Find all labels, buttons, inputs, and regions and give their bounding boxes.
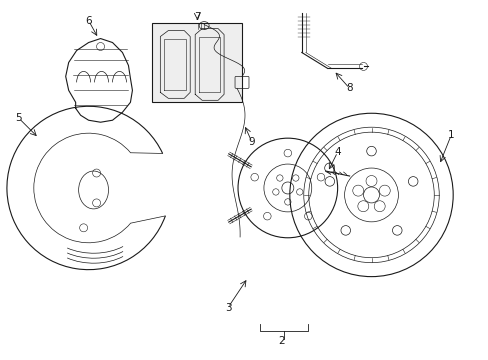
Text: 7: 7 <box>193 12 200 22</box>
Text: 8: 8 <box>346 84 352 93</box>
Text: 5: 5 <box>16 113 22 123</box>
Text: 3: 3 <box>224 302 231 312</box>
Text: 4: 4 <box>334 147 340 157</box>
Text: 1: 1 <box>447 130 453 140</box>
Bar <box>152 23 242 102</box>
Text: 2: 2 <box>278 336 285 346</box>
Text: 6: 6 <box>85 15 92 26</box>
Text: 9: 9 <box>248 137 255 147</box>
